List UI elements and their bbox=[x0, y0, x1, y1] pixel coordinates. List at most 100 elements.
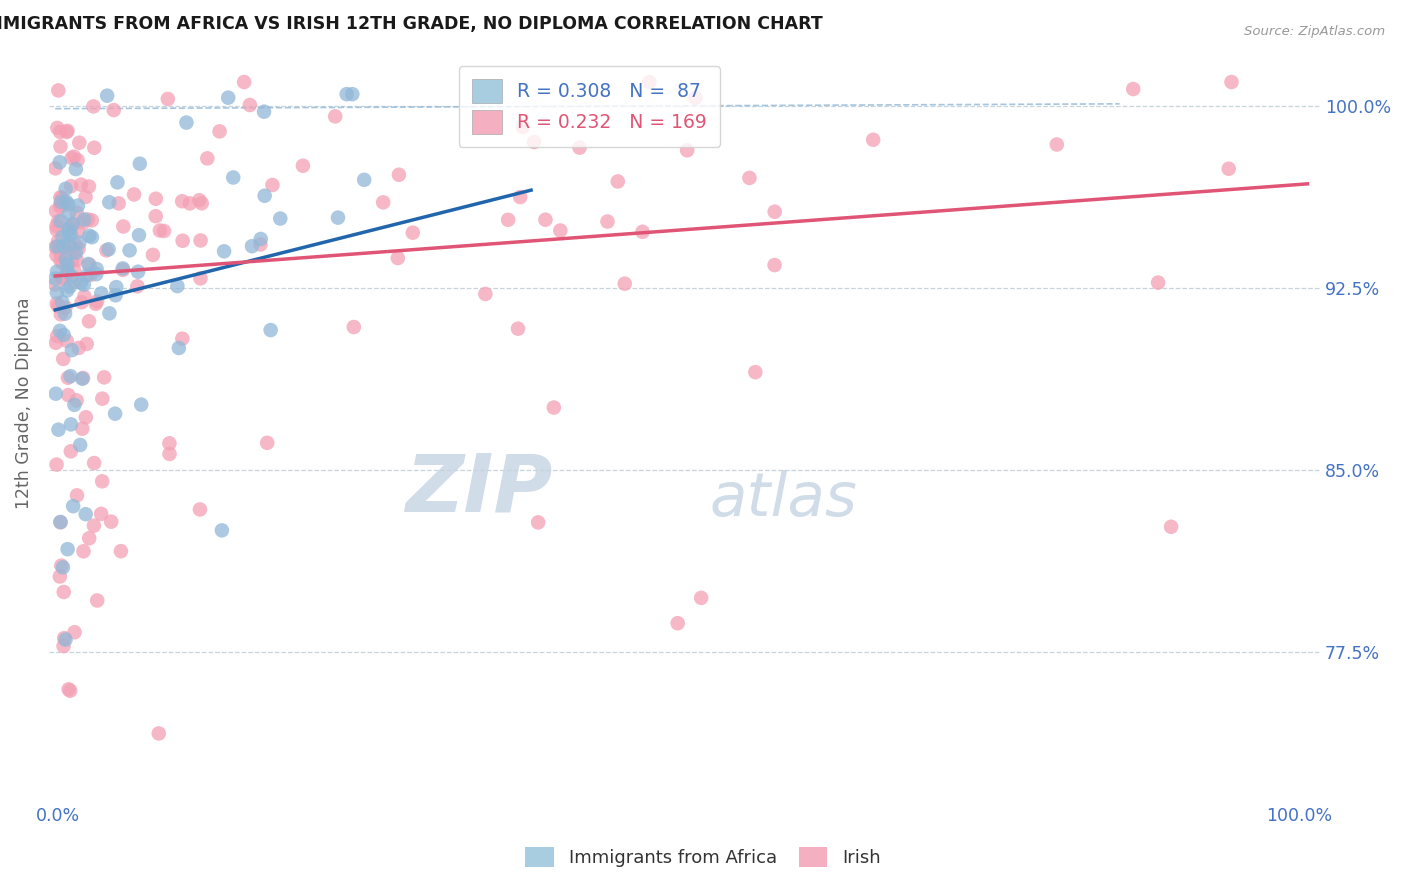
Point bbox=[44, 161, 66, 176]
Point bbox=[512, 120, 534, 134]
Point bbox=[83, 141, 105, 155]
Point bbox=[46, 214, 69, 228]
Point bbox=[527, 516, 550, 530]
Point bbox=[496, 212, 519, 227]
Point bbox=[172, 332, 194, 346]
Point bbox=[638, 75, 661, 89]
Point bbox=[63, 625, 86, 640]
Point bbox=[59, 444, 82, 458]
Point bbox=[217, 91, 239, 105]
Point bbox=[70, 178, 93, 192]
Point bbox=[56, 266, 79, 280]
Point bbox=[59, 683, 82, 698]
Point bbox=[72, 216, 94, 230]
Point bbox=[52, 560, 75, 574]
Point bbox=[105, 280, 128, 294]
Point bbox=[72, 371, 94, 385]
Point bbox=[49, 324, 72, 338]
Point bbox=[46, 329, 69, 343]
Point bbox=[72, 372, 94, 386]
Point bbox=[52, 256, 75, 270]
Point bbox=[62, 242, 84, 256]
Point bbox=[82, 99, 104, 113]
Point bbox=[1122, 82, 1144, 96]
Point bbox=[73, 277, 96, 292]
Point bbox=[58, 682, 80, 697]
Point bbox=[58, 197, 80, 211]
Point bbox=[402, 226, 425, 240]
Legend: Immigrants from Africa, Irish: Immigrants from Africa, Irish bbox=[516, 838, 890, 876]
Point bbox=[80, 230, 103, 244]
Point bbox=[49, 139, 72, 153]
Point bbox=[167, 341, 190, 355]
Point bbox=[100, 515, 122, 529]
Point bbox=[49, 200, 72, 214]
Point bbox=[73, 212, 96, 227]
Point bbox=[62, 499, 84, 513]
Point bbox=[55, 252, 77, 266]
Point bbox=[166, 279, 188, 293]
Text: 0.0%: 0.0% bbox=[37, 807, 80, 825]
Point bbox=[62, 217, 84, 231]
Point bbox=[195, 152, 218, 166]
Point bbox=[66, 252, 89, 267]
Point bbox=[59, 369, 82, 384]
Point bbox=[142, 248, 165, 262]
Point bbox=[66, 199, 89, 213]
Point bbox=[49, 190, 72, 204]
Text: 100.0%: 100.0% bbox=[1267, 807, 1333, 825]
Point bbox=[222, 170, 245, 185]
Legend: R = 0.308   N =  87, R = 0.232   N = 169: R = 0.308 N = 87, R = 0.232 N = 169 bbox=[458, 66, 720, 147]
Point bbox=[52, 327, 75, 342]
Point bbox=[77, 212, 100, 227]
Point bbox=[233, 75, 256, 89]
Point bbox=[67, 225, 90, 239]
Point bbox=[543, 401, 565, 415]
Point bbox=[52, 585, 75, 599]
Point bbox=[60, 269, 83, 284]
Point bbox=[1147, 276, 1170, 290]
Point bbox=[65, 245, 87, 260]
Point bbox=[388, 168, 411, 182]
Point bbox=[240, 239, 263, 253]
Point bbox=[148, 726, 170, 740]
Point bbox=[91, 392, 114, 406]
Point bbox=[613, 277, 636, 291]
Point bbox=[66, 393, 89, 408]
Point bbox=[45, 386, 67, 401]
Point bbox=[59, 227, 82, 242]
Point bbox=[666, 616, 689, 631]
Point bbox=[190, 271, 212, 285]
Point bbox=[353, 173, 375, 187]
Point bbox=[63, 398, 86, 412]
Point bbox=[256, 435, 278, 450]
Point bbox=[1220, 75, 1243, 89]
Point bbox=[156, 92, 179, 106]
Point bbox=[51, 191, 73, 205]
Point bbox=[104, 407, 127, 421]
Point bbox=[66, 205, 89, 219]
Point bbox=[58, 237, 80, 252]
Point bbox=[509, 190, 531, 204]
Point bbox=[48, 243, 70, 257]
Point bbox=[49, 125, 72, 139]
Point bbox=[259, 323, 281, 337]
Point bbox=[159, 447, 181, 461]
Point bbox=[631, 225, 654, 239]
Point bbox=[51, 230, 73, 244]
Point bbox=[606, 174, 628, 188]
Point bbox=[1218, 161, 1240, 176]
Point bbox=[291, 159, 314, 173]
Point bbox=[744, 365, 766, 379]
Point bbox=[75, 507, 97, 521]
Point bbox=[112, 219, 135, 234]
Point bbox=[58, 227, 80, 241]
Point bbox=[45, 219, 67, 233]
Point bbox=[77, 531, 100, 545]
Point bbox=[90, 286, 112, 301]
Point bbox=[45, 203, 67, 218]
Point bbox=[53, 307, 76, 321]
Point bbox=[249, 237, 271, 252]
Point bbox=[55, 194, 77, 209]
Point bbox=[70, 295, 93, 310]
